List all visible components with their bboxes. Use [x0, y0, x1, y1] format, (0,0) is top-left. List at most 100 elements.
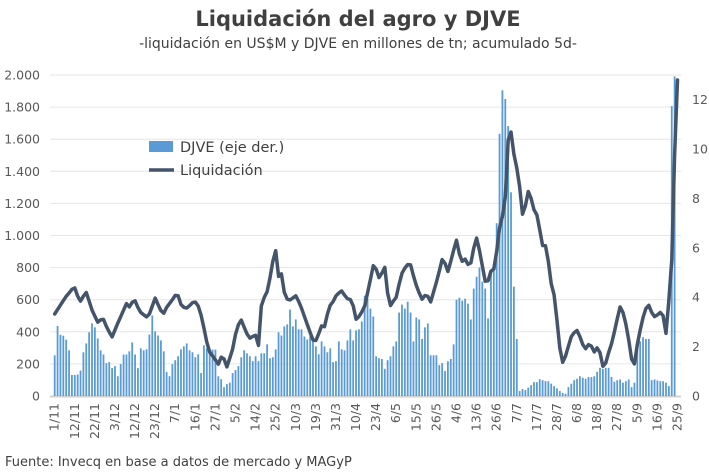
bar — [231, 373, 234, 396]
bar — [151, 315, 154, 396]
bar — [607, 367, 610, 396]
bar — [203, 345, 205, 396]
bar — [223, 387, 225, 396]
x-axis-tick-label: 10/4 — [348, 403, 363, 431]
bar — [93, 327, 96, 396]
chart-title: Liquidación del agro y DJVE — [195, 7, 520, 31]
bar — [515, 338, 518, 396]
x-axis-tick-label: 31/3 — [328, 403, 343, 431]
bar — [665, 382, 667, 396]
bar — [553, 386, 555, 396]
bar — [495, 223, 498, 396]
bar — [659, 381, 662, 396]
bar — [343, 350, 346, 396]
bar — [162, 351, 165, 396]
bar — [157, 335, 159, 396]
bar — [444, 371, 446, 396]
bar — [79, 370, 82, 396]
bar — [105, 363, 108, 396]
x-axis-tick-label: 19/3 — [308, 403, 323, 431]
bar — [487, 318, 489, 396]
bar — [467, 303, 469, 396]
bar — [567, 387, 570, 396]
bar — [429, 355, 432, 396]
bar — [180, 349, 182, 396]
bar — [412, 341, 415, 396]
legend-label-djve: DJVE (eje der.) — [180, 140, 284, 156]
x-axis-tick-label: 12/11 — [67, 403, 82, 439]
bar — [432, 355, 435, 396]
bar — [426, 323, 429, 396]
bar — [159, 340, 162, 396]
left-axis-tick-label: 800 — [16, 260, 40, 275]
chart-subtitle: -liquidación en US$M y DJVE en millones … — [139, 36, 577, 52]
bar — [464, 298, 467, 396]
bar — [475, 276, 478, 396]
bar — [355, 330, 357, 396]
right-axis: 0 2 4 6 8 10 12 — [692, 92, 708, 403]
bar — [579, 376, 581, 396]
bar — [142, 350, 145, 396]
bar — [306, 339, 309, 396]
bar — [76, 374, 79, 396]
bar — [99, 350, 102, 396]
bar — [119, 364, 122, 396]
bar — [263, 353, 266, 396]
bar — [599, 367, 601, 396]
bar — [616, 380, 619, 396]
x-axis-tick-label: 17/7 — [529, 403, 544, 431]
bar — [573, 380, 576, 396]
left-axis-tick-label: 200 — [16, 356, 40, 371]
bar — [398, 312, 400, 396]
bar — [139, 348, 142, 396]
bar — [286, 324, 289, 396]
bar — [248, 356, 251, 396]
bar — [424, 327, 426, 396]
bar — [237, 366, 240, 396]
right-axis-tick-label: 6 — [692, 240, 700, 255]
bar — [185, 343, 188, 396]
bar — [673, 76, 676, 396]
bar — [613, 381, 616, 396]
bar — [662, 381, 665, 396]
bar — [269, 358, 271, 396]
bar — [449, 358, 452, 396]
bar — [303, 336, 306, 396]
bar — [375, 356, 378, 396]
bar — [65, 339, 68, 396]
bar — [274, 349, 277, 396]
bar — [122, 354, 125, 396]
bar — [358, 329, 360, 396]
bar — [346, 340, 349, 396]
right-axis-tick-label: 10 — [692, 142, 708, 157]
bar — [182, 346, 185, 396]
bar — [277, 332, 280, 396]
bar — [498, 133, 501, 396]
bar — [518, 391, 521, 396]
bar — [56, 325, 59, 396]
bar — [521, 389, 524, 396]
liquidacion-line — [52, 78, 680, 369]
liquidacion-line-group — [52, 78, 680, 369]
bar — [507, 126, 510, 397]
bar — [266, 344, 268, 396]
bar — [335, 361, 337, 396]
bar — [131, 342, 134, 396]
legend-swatch-djve — [149, 141, 173, 152]
right-axis-tick-label: 8 — [692, 191, 700, 206]
bar — [630, 387, 633, 396]
bar — [165, 372, 168, 396]
bar — [292, 326, 294, 396]
bar — [96, 338, 99, 396]
bar — [137, 368, 139, 396]
bar — [111, 368, 113, 396]
bar — [584, 378, 587, 396]
bar — [481, 281, 484, 396]
bar — [438, 365, 441, 396]
bar — [145, 349, 148, 396]
x-axis-tick-label: 6/5 — [388, 403, 403, 423]
x-axis-tick-label: 7/1 — [167, 403, 182, 423]
bar — [556, 388, 558, 396]
left-axis-tick-label: 400 — [16, 324, 40, 339]
bar — [401, 304, 403, 396]
